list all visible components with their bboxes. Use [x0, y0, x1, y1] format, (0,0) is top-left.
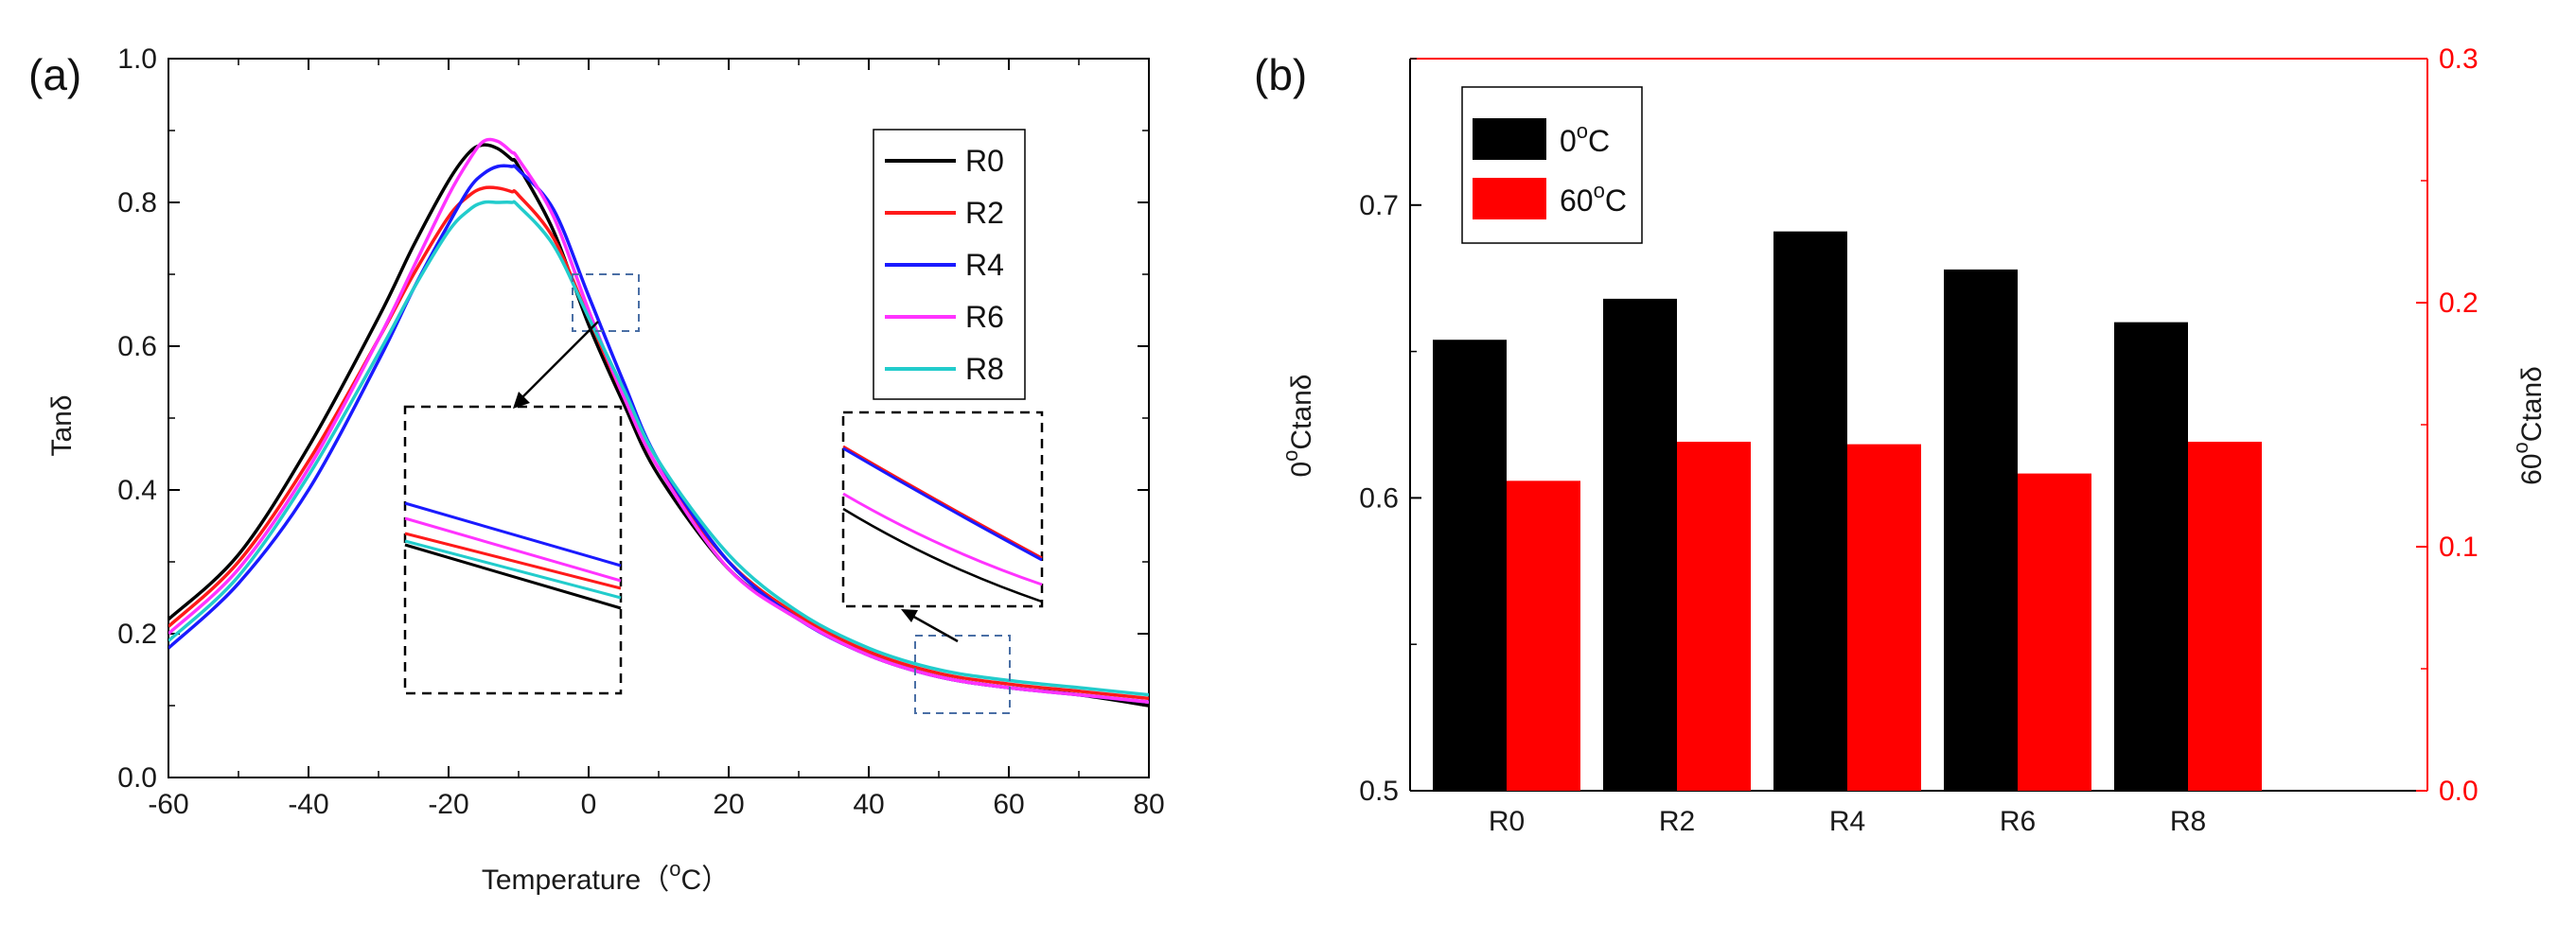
- plot-a-ticks: [168, 58, 1150, 778]
- legend-label-R0: R0: [965, 144, 1004, 178]
- x-tick-label: -60: [148, 789, 188, 820]
- plot-b-ylabel-right: 60oCtanδ: [2509, 366, 2548, 485]
- y-left-tick-label: 0.5: [1359, 776, 1399, 807]
- y-left-tick-label: 0.7: [1359, 190, 1399, 221]
- plot-b-bars: [1433, 231, 2262, 791]
- x-tick-label: 20: [713, 789, 744, 820]
- plot-b-ylabel-left: 0oCtanδ: [1279, 374, 1317, 477]
- panel-b: (b) 0.5 0.6 0.7 0.0 0.1 0.2 0.3 R0 R2 R4 R6 R8 0oCt…: [1254, 44, 2548, 837]
- y-tick-label: 1.0: [117, 44, 157, 75]
- x-tick-label: -40: [288, 789, 328, 820]
- legend-label-R4: R4: [965, 248, 1004, 282]
- panel-a-label: (a): [28, 50, 81, 99]
- plot-a-xlabel: Temperature（oC）: [482, 857, 730, 896]
- legend-swatch-60C: [1473, 178, 1546, 219]
- x-tick-label: R8: [2170, 806, 2206, 837]
- plot-a-tick-labels: -60 -40 -20 0 20 40 60 80 0.0 0.2 0.4 0.6 0.8 1.0: [117, 44, 1164, 820]
- bar-0C-R8: [2114, 322, 2188, 791]
- bar-0C-R4: [1773, 231, 1847, 791]
- x-tick-label: 40: [853, 789, 884, 820]
- y-left-tick-label: 0.6: [1359, 482, 1399, 514]
- x-tick-label: R4: [1829, 806, 1865, 837]
- inset-2-arrow: [909, 613, 959, 643]
- x-tick-label: -20: [428, 789, 468, 820]
- bar-60C-R4: [1847, 444, 1921, 791]
- legend-label-60C: 60oC: [1560, 179, 1627, 218]
- panel-b-label: (b): [1254, 50, 1307, 99]
- plot-a-xlabel-text: Temperature（: [482, 865, 669, 896]
- legend-label-R2: R2: [965, 196, 1004, 230]
- plot-b-ticks: 0.5 0.6 0.7 0.0 0.1 0.2 0.3 R0 R2 R4 R6 R8: [1359, 44, 2478, 837]
- y-right-tick-label: 0.3: [2439, 44, 2479, 75]
- series-line-R8: [168, 200, 1149, 697]
- bar-0C-R2: [1603, 298, 1677, 791]
- bar-60C-R6: [2018, 473, 2091, 791]
- y-right-tick-label: 0.2: [2439, 288, 2479, 319]
- plot-a-series: [168, 137, 1149, 708]
- bar-60C-R0: [1507, 480, 1580, 791]
- bar-60C-R2: [1677, 442, 1751, 791]
- inset-1-arrow: [520, 321, 599, 400]
- x-tick-label: 80: [1133, 789, 1164, 820]
- inset-1: [403, 405, 623, 695]
- bar-0C-R6: [1944, 269, 2018, 791]
- x-tick-label: R0: [1489, 806, 1525, 837]
- y-right-tick-label: 0.1: [2439, 532, 2479, 563]
- plot-a-xlabel-unit: C）: [681, 865, 731, 896]
- zoom-marker-peak-region: [572, 273, 640, 332]
- x-tick-label: R2: [1659, 806, 1695, 837]
- zoom-marker-tail-region: [914, 635, 1011, 714]
- bar-0C-R0: [1433, 340, 1507, 791]
- y-tick-label: 0.2: [117, 619, 157, 650]
- panel-a: (a) -60 -40 -20 0 20 40 60 80 0.0 0.2 0.4 0.6 0.8 1.0…: [28, 44, 1165, 896]
- x-tick-label: 60: [993, 789, 1024, 820]
- x-tick-label: R6: [2000, 806, 2036, 837]
- bar-60C-R8: [2188, 442, 2262, 791]
- series-line-R6: [168, 137, 1149, 704]
- plot-a-xlabel-degree: o: [669, 857, 680, 881]
- y-tick-label: 0.4: [117, 475, 157, 506]
- legend-label-R8: R8: [965, 352, 1004, 386]
- x-tick-label: 0: [581, 789, 597, 820]
- inset-1-arrowhead: [513, 392, 530, 409]
- legend-label-R6: R6: [965, 300, 1004, 334]
- legend-swatch-0C: [1473, 118, 1546, 160]
- y-tick-label: 0.0: [117, 762, 157, 794]
- y-right-tick-label: 0.0: [2439, 776, 2479, 807]
- inset-2: [841, 411, 1044, 608]
- plot-b-legend-frame: [1461, 86, 1643, 244]
- legend-label-0C: 0oC: [1560, 119, 1610, 158]
- y-tick-label: 0.6: [117, 331, 157, 362]
- y-tick-label: 0.8: [117, 187, 157, 218]
- plot-b-legend: 0oC 60oC: [1461, 86, 1643, 244]
- plot-a-legend: R0 R2 R4 R6 R8: [873, 129, 1026, 400]
- inset-2-arrowhead: [901, 609, 918, 622]
- plot-a-ylabel: Tanδ: [46, 394, 78, 456]
